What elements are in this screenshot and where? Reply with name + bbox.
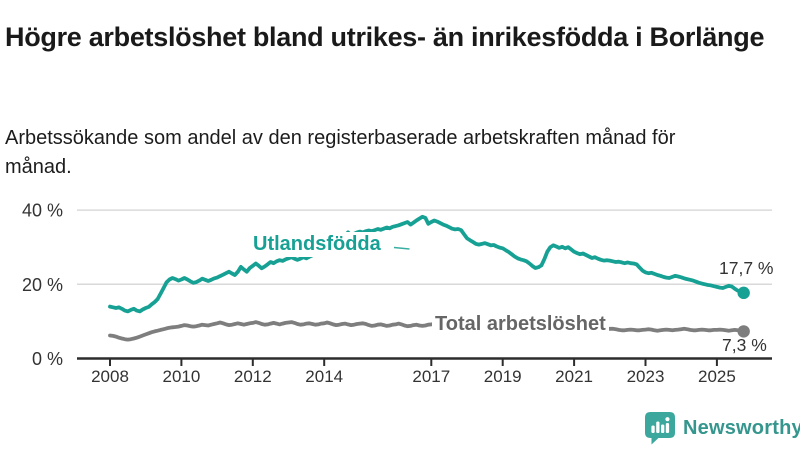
brand-footer[interactable]: Newsworthy — [644, 411, 800, 446]
series-label-utlandsfodda: Utlandsfödda — [250, 232, 384, 257]
end-value-utlandsfodda: 17,7 % — [719, 258, 774, 278]
brand-name: Newsworthy — [683, 417, 800, 439]
series-end-dot-utlandsfodda — [737, 286, 750, 300]
series-line-total — [108, 319, 746, 342]
label-connector-line — [393, 246, 410, 250]
x-tick-label: 2021 — [555, 367, 593, 386]
y-tick-label: 20 % — [22, 275, 63, 295]
x-tick-label: 2017 — [412, 367, 450, 386]
chart-subtitle: Arbetssökande som andel av den registerb… — [5, 127, 676, 178]
x-tick-label: 2010 — [162, 367, 200, 386]
x-tick-label: 2025 — [698, 367, 736, 386]
x-tick-label: 2023 — [627, 367, 665, 386]
x-tick-label: 2012 — [234, 367, 272, 386]
end-value-total: 7,3 % — [722, 335, 767, 355]
y-tick-label: 40 % — [22, 201, 63, 221]
x-tick-label: 2019 — [484, 367, 522, 386]
logo-bar-chart-glyph — [651, 417, 670, 433]
newsworthy-logo-icon — [645, 412, 675, 445]
x-tick-label: 2014 — [305, 367, 343, 386]
x-tick-label: 2008 — [91, 367, 129, 386]
series-end-dot-total — [737, 325, 750, 338]
series-label-total: Total arbetslöshet — [432, 312, 609, 337]
series-line-utlandsfodda — [108, 214, 746, 314]
page-title: Högre arbetslöshet bland utrikes- än inr… — [5, 22, 765, 53]
y-tick-label: 0 % — [32, 349, 63, 369]
